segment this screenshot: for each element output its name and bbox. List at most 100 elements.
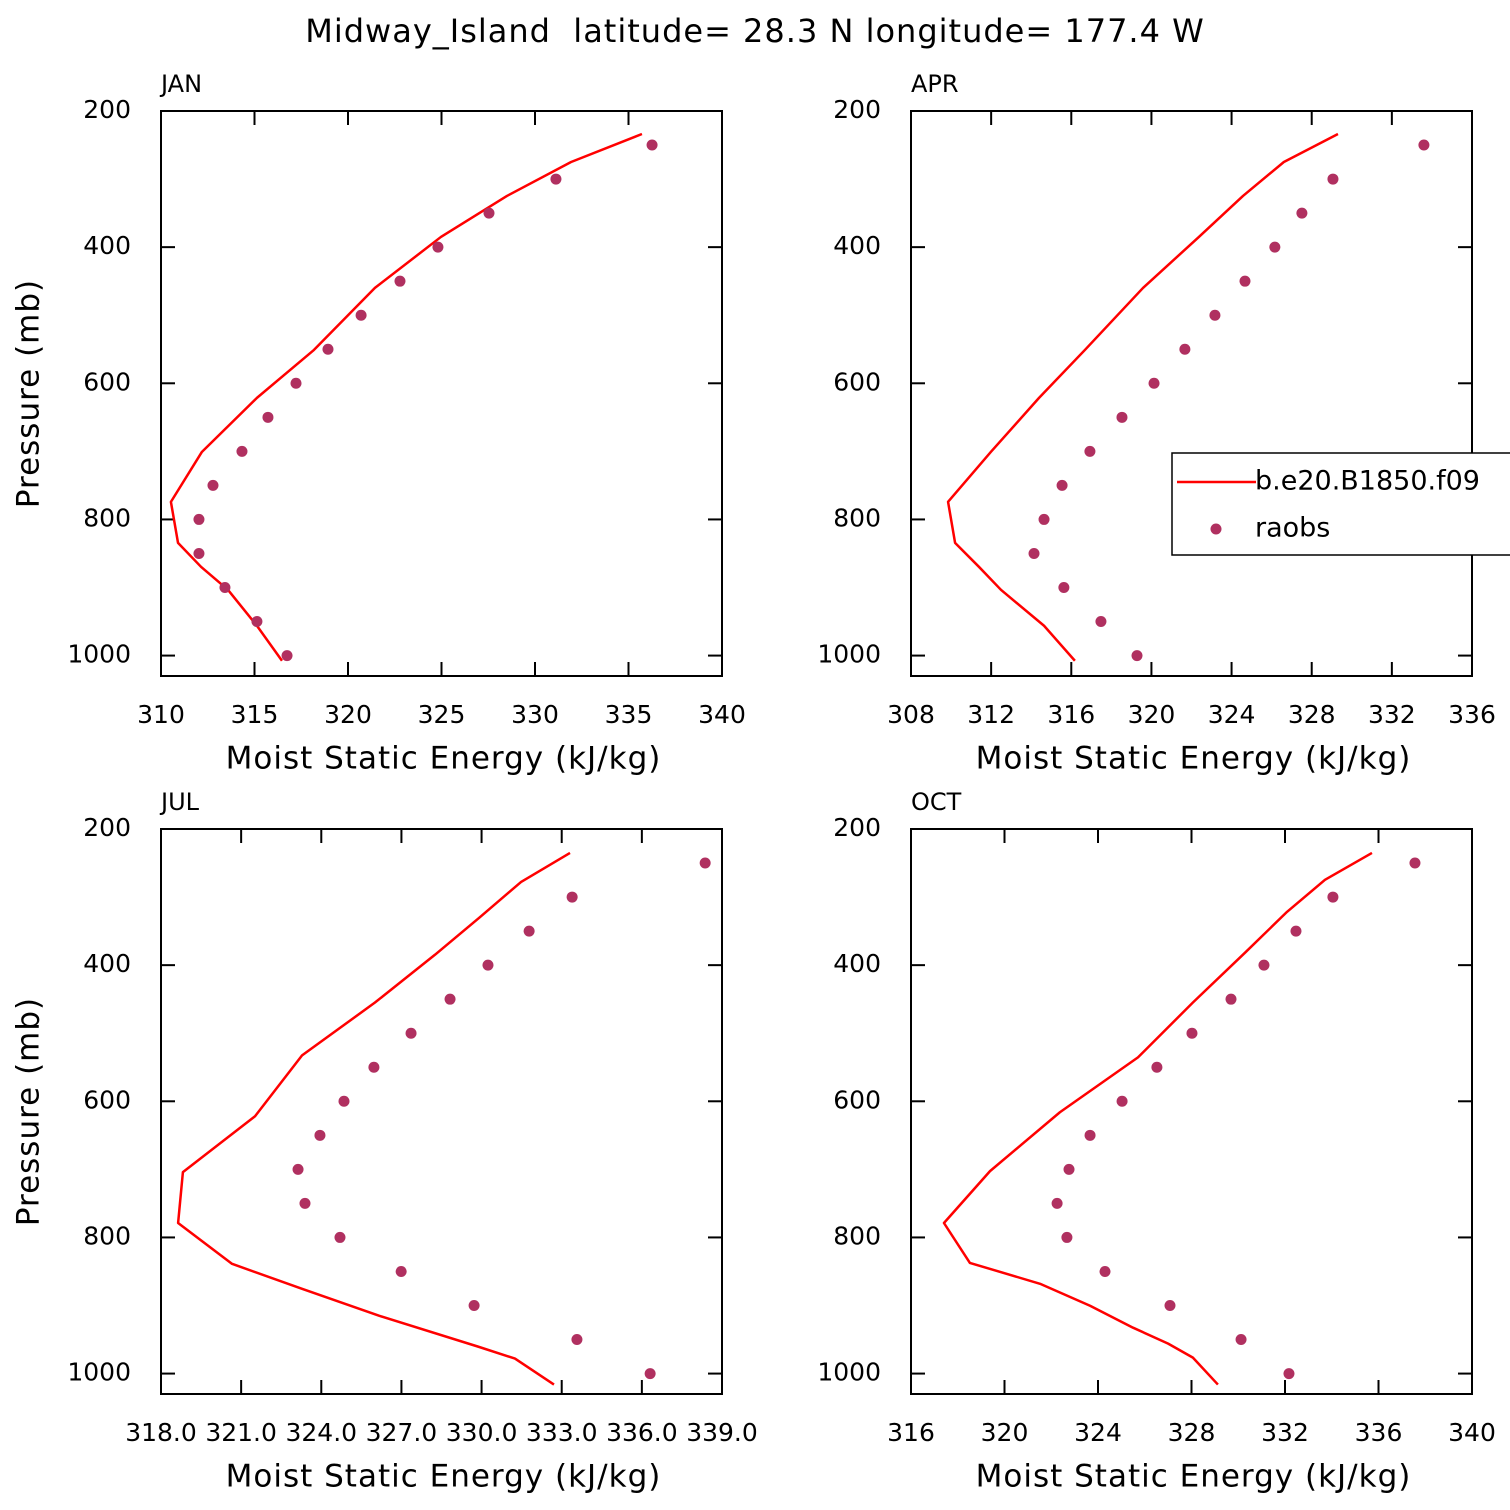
x-tick-label: 321.0 <box>205 1418 277 1447</box>
raob-point <box>523 925 535 937</box>
raob-point <box>1084 445 1096 457</box>
x-axis-label: Moist Static Energy (kJ/kg) <box>976 1459 1412 1495</box>
y-tick-label: 400 <box>833 949 881 978</box>
plot-frame <box>910 828 1473 1395</box>
y-tick-label: 1000 <box>67 1358 131 1387</box>
raob-point <box>251 616 263 628</box>
raob-point <box>405 1027 417 1039</box>
x-tick-label: 336 <box>1448 700 1496 729</box>
x-tick-label: 316 <box>1047 700 1095 729</box>
x-tick-label: 310 <box>137 700 185 729</box>
x-tick-label: 320 <box>324 700 372 729</box>
raob-point <box>355 309 367 321</box>
raob-point <box>482 959 494 971</box>
raob-point <box>1116 1095 1128 1107</box>
y-tick-label: 600 <box>83 1085 131 1114</box>
raob-point <box>334 1231 346 1243</box>
raob-point <box>550 173 562 185</box>
x-tick-label: 336.0 <box>606 1418 678 1447</box>
raob-point <box>1283 1368 1295 1380</box>
legend: b.e20.B1850.f09 raobs <box>1171 452 1510 556</box>
raob-point <box>1061 1231 1073 1243</box>
raob-point <box>571 1334 583 1346</box>
plot-frame <box>160 110 723 677</box>
x-axis-label: Moist Static Energy (kJ/kg) <box>226 1459 662 1495</box>
raob-point <box>236 445 248 457</box>
raob-point <box>1063 1163 1075 1175</box>
y-tick-label: 400 <box>833 231 881 260</box>
raob-point <box>1164 1300 1176 1312</box>
raob-point <box>1095 616 1107 628</box>
x-tick-label: 340 <box>698 700 746 729</box>
raob-point <box>1296 207 1308 219</box>
panel-title: OCT <box>911 788 962 816</box>
panel: 308 312 316 320 324 328 332 336 200 400 600 800 1000… <box>817 70 1510 777</box>
raob-point <box>281 650 293 662</box>
x-tick-label: 332 <box>1261 1418 1309 1447</box>
raob-point <box>644 1368 656 1380</box>
raob-point <box>292 1163 304 1175</box>
raob-point <box>314 1129 326 1141</box>
raob-point <box>1258 959 1270 971</box>
x-axis-label: Moist Static Energy (kJ/kg) <box>976 741 1412 777</box>
series-line <box>176 851 571 1386</box>
y-tick-label: 800 <box>83 503 131 532</box>
x-tick-label: 328 <box>1288 700 1336 729</box>
y-axis-label: Pressure (mb) <box>11 279 47 508</box>
y-tick-label: 200 <box>83 95 131 124</box>
panel-title: JAN <box>159 70 202 98</box>
raob-point <box>483 207 495 219</box>
x-tick-label: 324 <box>1074 1418 1122 1447</box>
legend-label: raobs <box>1255 513 1330 544</box>
panel-title: JUL <box>159 788 200 816</box>
raob-point <box>1179 343 1191 355</box>
raob-point <box>1209 309 1221 321</box>
raob-point <box>299 1197 311 1209</box>
y-tick-label: 600 <box>83 367 131 396</box>
raob-point <box>1151 1061 1163 1073</box>
x-tick-label: 325 <box>418 700 466 729</box>
raob-point <box>1056 479 1068 491</box>
y-tick-label: 1000 <box>67 640 131 669</box>
x-tick-label: 333.0 <box>526 1418 598 1447</box>
x-tick-label: 315 <box>231 700 279 729</box>
y-tick-label: 800 <box>833 503 881 532</box>
raob-point <box>1051 1197 1063 1209</box>
plot-frame <box>910 110 1473 677</box>
x-tick-label: 340 <box>1448 1418 1496 1447</box>
raob-point <box>1038 513 1050 525</box>
plot-area <box>169 132 658 662</box>
raob-point <box>193 547 205 559</box>
raob-point <box>1327 891 1339 903</box>
raob-point <box>338 1095 350 1107</box>
raob-point <box>1028 547 1040 559</box>
plot-area <box>946 132 1430 662</box>
raob-point <box>1290 925 1302 937</box>
series-line <box>946 132 1339 662</box>
x-tick-label: 328 <box>1168 1418 1216 1447</box>
raob-point <box>432 241 444 253</box>
y-tick-label: 600 <box>833 367 881 396</box>
panel: 310 315 320 325 330 335 340 200 400 600 800 1000 JAN… <box>11 70 746 777</box>
raob-point <box>1239 275 1251 287</box>
legend-label: b.e20.B1850.f09 <box>1255 466 1480 497</box>
y-tick-label: 400 <box>83 949 131 978</box>
raob-point <box>1116 411 1128 423</box>
x-tick-label: 308 <box>887 700 935 729</box>
x-tick-label: 312 <box>967 700 1015 729</box>
panel: 316 320 324 328 332 336 340 200 400 600 800 1000 OCT… <box>817 788 1495 1495</box>
raob-point <box>1131 650 1143 662</box>
x-tick-label: 332 <box>1368 700 1416 729</box>
x-tick-label: 330.0 <box>446 1418 518 1447</box>
x-tick-label: 339.0 <box>686 1418 758 1447</box>
raob-point <box>1418 139 1430 151</box>
x-tick-label: 335 <box>605 700 653 729</box>
x-tick-label: 336 <box>1355 1418 1403 1447</box>
y-tick-label: 1000 <box>817 640 881 669</box>
raob-point <box>193 513 205 525</box>
raob-point <box>444 993 456 1005</box>
raob-point <box>468 1300 480 1312</box>
raob-point <box>219 582 231 594</box>
raob-point <box>1099 1265 1111 1277</box>
